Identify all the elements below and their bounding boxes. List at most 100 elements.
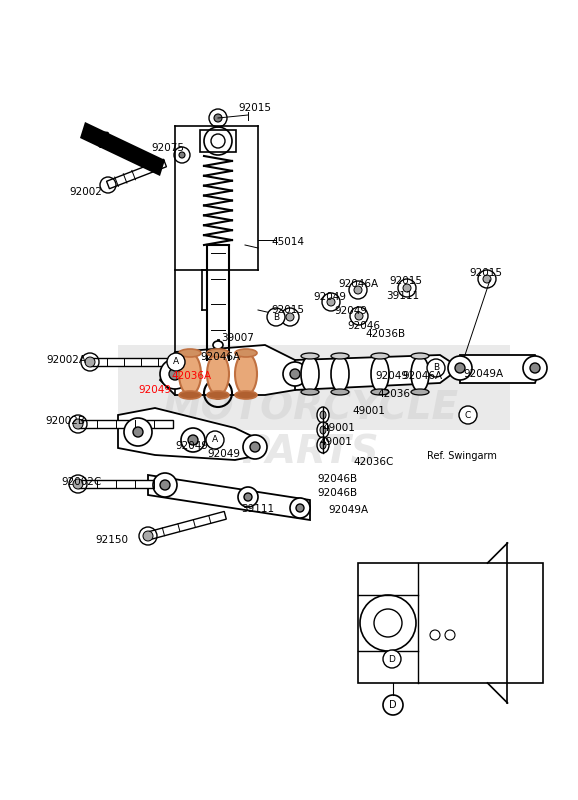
Ellipse shape	[301, 356, 319, 392]
Text: C: C	[465, 410, 471, 419]
Circle shape	[290, 498, 310, 518]
Circle shape	[244, 493, 252, 501]
Circle shape	[403, 284, 411, 292]
Ellipse shape	[317, 437, 329, 453]
Polygon shape	[90, 358, 175, 366]
Bar	[200, 130, 236, 152]
Ellipse shape	[213, 386, 223, 394]
Text: 92049: 92049	[208, 449, 240, 459]
Circle shape	[286, 313, 294, 321]
Text: 92046B: 92046B	[317, 474, 357, 484]
Circle shape	[243, 435, 267, 459]
Circle shape	[73, 419, 83, 429]
Circle shape	[214, 114, 222, 122]
Polygon shape	[106, 159, 166, 189]
Polygon shape	[78, 480, 173, 488]
Circle shape	[143, 531, 153, 541]
Circle shape	[73, 479, 83, 489]
Text: 49001: 49001	[320, 437, 353, 447]
Text: D: D	[388, 654, 395, 663]
Ellipse shape	[235, 391, 257, 399]
Text: 42036B: 42036B	[366, 329, 406, 339]
Ellipse shape	[371, 353, 389, 359]
Text: 92046A: 92046A	[200, 352, 240, 362]
Circle shape	[238, 487, 258, 507]
Ellipse shape	[411, 353, 429, 359]
Ellipse shape	[320, 441, 326, 449]
Circle shape	[206, 431, 224, 449]
Polygon shape	[148, 475, 310, 520]
Circle shape	[181, 428, 205, 452]
Text: 92046B: 92046B	[317, 488, 357, 498]
Text: 39111: 39111	[387, 291, 420, 301]
Circle shape	[355, 312, 363, 320]
Text: 92046A: 92046A	[338, 279, 378, 289]
Ellipse shape	[331, 389, 349, 395]
Circle shape	[383, 650, 401, 668]
Text: 92015: 92015	[390, 276, 423, 286]
Ellipse shape	[371, 356, 389, 392]
Ellipse shape	[411, 389, 429, 395]
Text: D: D	[389, 700, 397, 710]
Text: 92049A: 92049A	[463, 369, 503, 379]
Circle shape	[85, 357, 95, 367]
Text: B: B	[273, 313, 279, 322]
Circle shape	[427, 359, 445, 377]
Ellipse shape	[301, 353, 319, 359]
Ellipse shape	[207, 391, 229, 399]
Circle shape	[530, 363, 540, 373]
Text: MOTORCYCLE
PARTS: MOTORCYCLE PARTS	[162, 389, 458, 471]
Text: 92049: 92049	[313, 292, 346, 302]
Ellipse shape	[235, 349, 257, 357]
Ellipse shape	[320, 426, 326, 434]
Ellipse shape	[411, 356, 429, 392]
Circle shape	[354, 286, 362, 294]
Text: 92075: 92075	[151, 143, 184, 153]
Circle shape	[455, 363, 465, 373]
Circle shape	[179, 152, 185, 158]
Polygon shape	[80, 122, 165, 176]
Text: 92150: 92150	[95, 535, 128, 545]
Circle shape	[523, 356, 547, 380]
Circle shape	[188, 435, 198, 445]
Ellipse shape	[213, 341, 223, 349]
Circle shape	[327, 298, 335, 306]
Text: 39111: 39111	[242, 504, 275, 514]
Polygon shape	[78, 420, 173, 428]
Bar	[358, 563, 543, 683]
Text: 92046A: 92046A	[402, 371, 442, 381]
Circle shape	[483, 275, 491, 283]
Circle shape	[167, 353, 185, 371]
Polygon shape	[118, 408, 260, 460]
Text: 92049: 92049	[335, 306, 368, 316]
Text: 92002C: 92002C	[62, 477, 102, 487]
Circle shape	[160, 359, 190, 389]
Polygon shape	[147, 511, 227, 540]
Text: 92015: 92015	[469, 268, 502, 278]
Text: 92049: 92049	[139, 385, 172, 395]
Ellipse shape	[371, 389, 389, 395]
Polygon shape	[295, 355, 460, 390]
Text: 42036C: 42036C	[354, 457, 394, 467]
Text: Ref. Swingarm: Ref. Swingarm	[427, 451, 497, 461]
Circle shape	[267, 308, 285, 326]
Text: 92002B: 92002B	[45, 416, 85, 426]
Polygon shape	[160, 345, 310, 395]
Text: 92049: 92049	[376, 371, 409, 381]
Circle shape	[448, 356, 472, 380]
Ellipse shape	[320, 411, 326, 419]
Circle shape	[459, 406, 477, 424]
Text: 49001: 49001	[353, 406, 386, 416]
Circle shape	[160, 480, 170, 490]
Circle shape	[290, 369, 300, 379]
Circle shape	[250, 442, 260, 452]
Circle shape	[273, 314, 279, 320]
Polygon shape	[460, 355, 540, 383]
Ellipse shape	[331, 356, 349, 392]
Ellipse shape	[207, 353, 229, 395]
Ellipse shape	[179, 349, 201, 357]
Ellipse shape	[331, 353, 349, 359]
Text: 92015: 92015	[239, 103, 272, 113]
Circle shape	[169, 368, 181, 380]
Text: A: A	[212, 435, 218, 445]
